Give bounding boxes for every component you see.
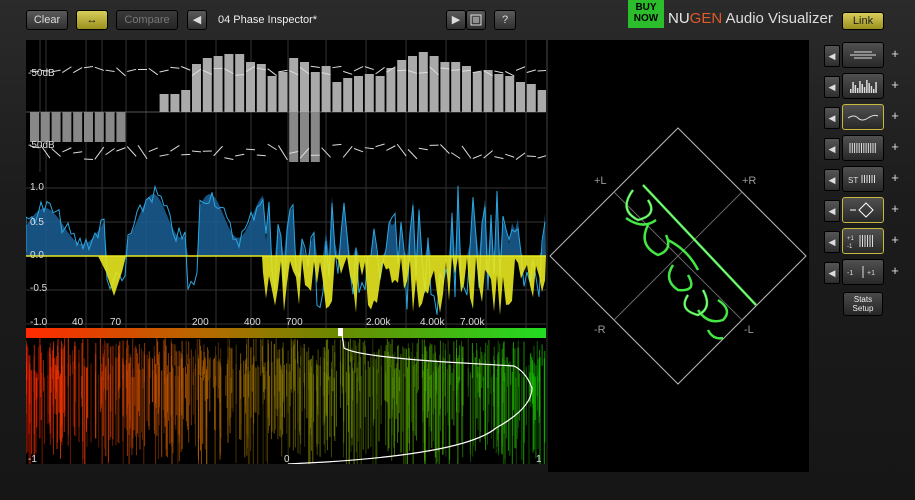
phase-y-05: 0.5 — [30, 217, 44, 228]
view-toggle-arrow[interactable]: ◀ — [824, 45, 840, 67]
phase-freq-label: 2.00k — [366, 317, 391, 328]
scope-minus-l: -L — [744, 324, 754, 336]
setup-label: Setup — [852, 304, 874, 313]
chevron-left-icon: ◀ — [192, 14, 202, 26]
view-toggle-arrow[interactable]: ◀ — [824, 231, 840, 253]
view-toggle-arrow[interactable]: ◀ — [824, 107, 840, 129]
db-label-bottom: -50dB — [28, 140, 55, 151]
stats-setup-button[interactable]: Stats Setup — [843, 292, 883, 316]
spectrum-svg — [26, 40, 546, 172]
view-toggle-arrow[interactable]: ◀ — [824, 200, 840, 222]
corr-label-right: 1 — [536, 454, 542, 464]
link-button[interactable]: Link — [842, 12, 884, 30]
view-button-6[interactable] — [842, 197, 884, 223]
view-row-8: ◀ -1 +1 + — [824, 259, 904, 285]
view-toggle-arrow[interactable]: ◀ — [824, 76, 840, 98]
brand-nu: NU — [668, 10, 690, 27]
corr-label-left: -1 — [28, 454, 37, 464]
plus-icon[interactable]: + — [891, 139, 899, 154]
correlation-history: -1 0 1 — [26, 328, 546, 464]
diamond-icon — [850, 202, 874, 218]
play-icon: ▶ — [451, 14, 461, 26]
eq-icon — [850, 51, 876, 59]
phase-y-1: 1.0 — [30, 182, 44, 193]
view-row-3: ◀ + — [824, 104, 904, 130]
clear-button[interactable]: Clear — [26, 10, 68, 30]
phase-svg — [26, 172, 546, 328]
phase-freq-label: 70 — [110, 317, 122, 328]
phase-freq-label: 200 — [192, 317, 209, 328]
view-toggle-arrow[interactable]: ◀ — [824, 138, 840, 160]
polarity-icon: -1 +1 — [847, 266, 875, 278]
brand-title: Audio Visualizer — [722, 10, 833, 27]
compare-button[interactable]: Compare — [116, 10, 178, 30]
play-button[interactable]: ▶ — [446, 10, 466, 30]
svg-text:-1: -1 — [847, 270, 853, 277]
scope-minus-r: -R — [594, 324, 606, 336]
view-button-1[interactable] — [842, 42, 884, 68]
stereo-scope: +L +R -R -L — [548, 40, 809, 472]
buy-now-button[interactable]: BUY NOW — [628, 0, 664, 28]
svg-text:+1: +1 — [867, 270, 875, 277]
phase-y-m1: -1.0 — [30, 317, 48, 328]
app-title: NUGEN Audio Visualizer — [668, 10, 833, 27]
phase-y-m05: -0.5 — [30, 283, 48, 294]
view-row-2: ◀ + — [824, 73, 904, 99]
plus-icon[interactable]: + — [891, 46, 899, 61]
plus-icon[interactable]: + — [891, 170, 899, 185]
waveform-icon — [847, 114, 879, 121]
scope-plus-l: +L — [594, 175, 607, 187]
stereo-icon: ST — [848, 175, 875, 185]
correlation-svg — [26, 328, 546, 464]
link-arrows-button[interactable]: ↔ — [76, 10, 108, 30]
svg-text:-1: -1 — [847, 244, 853, 250]
phase-freq-label: 400 — [244, 317, 261, 328]
view-row-4: ◀ + — [824, 135, 904, 161]
scope-plus-r: +R — [742, 175, 757, 187]
phase-icon: +1-1 — [847, 235, 873, 250]
view-button-7[interactable]: +1 -1 — [842, 228, 884, 254]
preset-prev-button[interactable]: ◀ — [187, 10, 207, 30]
preset-name[interactable]: 04 Phase Inspector* — [218, 14, 318, 26]
plus-icon[interactable]: + — [891, 77, 899, 92]
view-button-8[interactable]: -1 +1 — [842, 259, 884, 285]
phase-y-0: 0.0 — [30, 250, 44, 261]
phase-freq-label: 700 — [286, 317, 303, 328]
svg-text:+1: +1 — [847, 236, 855, 242]
list-icon — [470, 14, 482, 26]
view-button-3[interactable] — [842, 104, 884, 130]
plus-icon[interactable]: + — [891, 201, 899, 216]
corr-label-center: 0 — [284, 454, 290, 464]
db-label-top: -50dB — [28, 68, 55, 79]
view-button-4[interactable] — [842, 135, 884, 161]
plus-icon[interactable]: + — [891, 108, 899, 123]
plus-icon[interactable]: + — [891, 232, 899, 247]
phase-freq-label: 7.00k — [460, 317, 485, 328]
spectrum-icon — [850, 80, 877, 93]
phase-display: 1.0 0.5 0.0 -0.5 -1.0 40 70 200 400 700 2.00k… — [26, 172, 546, 328]
view-row-5: ◀ ST + — [824, 166, 904, 192]
view-row-7: ◀ +1 -1 + — [824, 228, 904, 254]
preset-list-button[interactable] — [466, 10, 486, 30]
view-button-5[interactable]: ST — [842, 166, 884, 192]
view-row-6: ◀ + — [824, 197, 904, 223]
stats-label: Stats — [853, 295, 873, 304]
view-button-2[interactable] — [842, 73, 884, 99]
plus-icon[interactable]: + — [891, 263, 899, 278]
brand-gen: GEN — [689, 10, 723, 27]
view-toggle-arrow[interactable]: ◀ — [824, 262, 840, 284]
help-button[interactable]: ? — [494, 10, 516, 30]
phase-freq-label: 4.00k — [420, 317, 445, 328]
bars-icon — [849, 143, 876, 153]
view-toggle-arrow[interactable]: ◀ — [824, 169, 840, 191]
phase-freq-label: 40 — [72, 317, 84, 328]
view-row-1: ◀ + — [824, 42, 904, 68]
svg-text:ST: ST — [848, 176, 858, 185]
scope-svg — [549, 127, 807, 385]
